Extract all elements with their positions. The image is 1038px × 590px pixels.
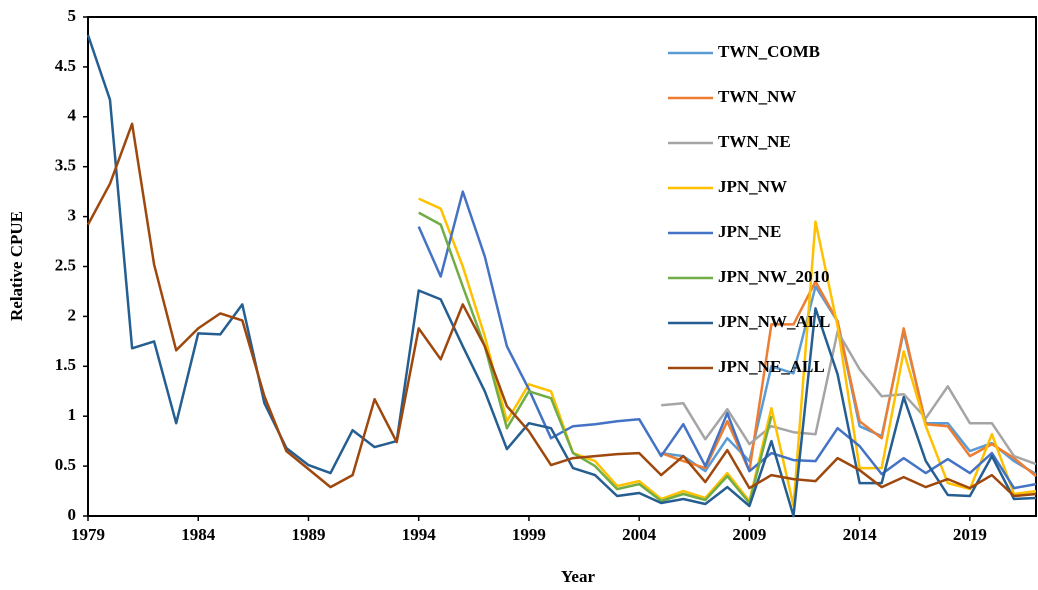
x-axis-title: Year	[561, 567, 595, 586]
y-tick-label: 1.5	[55, 355, 76, 374]
legend-label: JPN_NE_ALL	[718, 357, 825, 376]
y-tick-label: 0.5	[55, 455, 76, 474]
y-tick-label: 5	[68, 6, 77, 25]
y-tick-label: 4.5	[55, 56, 76, 75]
y-tick-label: 1	[68, 405, 77, 424]
legend-label: JPN_NW_2010	[718, 267, 829, 286]
series-line	[418, 211, 773, 505]
legend-label: JPN_NW	[718, 177, 787, 196]
y-tick-label: 2	[68, 305, 77, 324]
x-tick-label: 1999	[512, 525, 546, 544]
x-tick-label: 1989	[291, 525, 325, 544]
series-line	[418, 197, 1037, 508]
legend-label: JPN_NW_ALL	[718, 312, 830, 331]
y-axis-title: Relative CPUE	[7, 211, 26, 321]
legend-label: JPN_NE	[718, 222, 781, 241]
x-tick-label: 2009	[732, 525, 766, 544]
y-tick-label: 0	[68, 505, 77, 524]
y-tick-label: 4	[68, 106, 77, 125]
x-tick-label: 1994	[402, 525, 437, 544]
y-tick-label: 3.5	[55, 156, 76, 175]
series-line	[661, 330, 1037, 466]
x-tick-label: 2014	[843, 525, 878, 544]
series-line	[417, 190, 1037, 490]
legend-label: TWN_COMB	[718, 42, 820, 61]
x-tick-label: 2019	[953, 525, 987, 544]
x-tick-label: 1979	[71, 525, 105, 544]
series-line	[660, 280, 1037, 478]
legend-label: TWN_NW	[718, 87, 796, 106]
x-tick-label: 2004	[622, 525, 657, 544]
series-line	[86, 34, 1037, 518]
y-tick-label: 3	[68, 206, 77, 225]
plot-frame	[87, 16, 1037, 517]
legend-label: TWN_NE	[718, 132, 791, 151]
y-tick-label: 2.5	[55, 255, 76, 274]
x-tick-label: 1984	[181, 525, 216, 544]
series-line	[86, 122, 1037, 498]
